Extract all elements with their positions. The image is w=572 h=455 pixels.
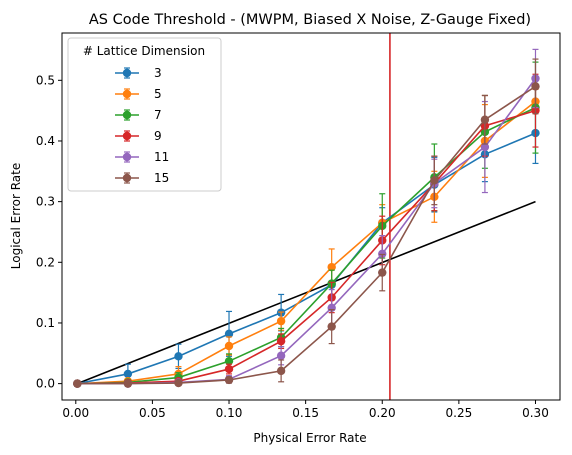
x-tick-label: 0.15: [292, 406, 319, 420]
data-point: [276, 336, 286, 346]
legend-label: 5: [154, 87, 162, 101]
data-point: [378, 249, 387, 259]
legend-box: [67, 37, 222, 192]
x-tick-label: 0.30: [522, 406, 549, 420]
data-point: [276, 316, 286, 326]
data-point: [430, 176, 439, 185]
legend-label: 15: [154, 171, 169, 185]
legend: # Lattice Dimension 3 5 7 9 11 15: [67, 37, 222, 192]
data-point: [276, 351, 286, 360]
y-tick-label: 0.3: [36, 195, 55, 209]
legend-items: 3 5 7 9 11 15: [115, 66, 169, 185]
data-point: [123, 369, 133, 379]
series-15: [73, 58, 540, 388]
legend-marker: [122, 131, 132, 141]
x-tick-label: 0.10: [216, 406, 243, 420]
legend-label: 7: [154, 108, 162, 122]
series-line: [77, 109, 536, 385]
legend-marker: [122, 68, 132, 78]
y-axis: 0.0 0.1 0.2 0.3 0.4 0.5: [36, 73, 62, 391]
data-point: [224, 356, 234, 366]
y-tick-label: 0.4: [36, 134, 55, 148]
data-point: [174, 378, 183, 388]
legend-title: # Lattice Dimension: [83, 44, 205, 58]
series-line: [77, 100, 536, 385]
data-point: [531, 82, 540, 91]
legend-item-3: 3: [115, 66, 162, 80]
series-line: [77, 85, 536, 385]
legend-item-15: 15: [115, 171, 169, 185]
x-axis: 0.00 0.05 0.10 0.15 0.20 0.25 0.30: [62, 400, 549, 420]
x-tick-label: 0.00: [62, 406, 89, 420]
y-tick-label: 0.2: [36, 255, 55, 269]
legend-marker: [122, 152, 132, 162]
legend-item-7: 7: [115, 108, 162, 122]
y-axis-label: Logical Error Rate: [9, 163, 23, 269]
x-tick-label: 0.25: [446, 406, 473, 420]
legend-item-5: 5: [115, 87, 162, 101]
data-point: [327, 262, 336, 272]
x-tick-label: 0.20: [369, 406, 396, 420]
legend-marker: [122, 89, 132, 99]
legend-label: 11: [154, 150, 169, 164]
legend-item-9: 9: [115, 129, 162, 143]
legend-marker: [122, 173, 132, 183]
chart-title: AS Code Threshold - (MWPM, Biased X Nois…: [89, 12, 531, 28]
x-axis-label: Physical Error Rate: [253, 431, 366, 445]
data-point: [480, 142, 490, 152]
data-point: [123, 379, 133, 388]
data-point: [224, 329, 234, 339]
data-point: [174, 352, 183, 361]
data-point: [378, 268, 387, 277]
data-point: [224, 341, 234, 351]
plot-area: [73, 33, 540, 400]
legend-item-11: 11: [115, 150, 169, 164]
data-point: [276, 366, 286, 376]
y-tick-label: 0.1: [36, 316, 55, 330]
legend-marker: [122, 110, 132, 120]
reference-line: [77, 200, 536, 385]
x-tick-label: 0.05: [139, 406, 166, 420]
axes-frame: [61, 32, 561, 401]
data-point: [73, 379, 82, 388]
data-point: [327, 322, 336, 331]
data-point: [480, 115, 490, 124]
data-point: [224, 364, 234, 374]
y-tick-label: 0.0: [36, 377, 55, 391]
data-point: [224, 375, 234, 385]
legend-label: 9: [154, 129, 162, 143]
y-tick-label: 0.5: [36, 73, 55, 87]
legend-label: 3: [154, 66, 162, 80]
